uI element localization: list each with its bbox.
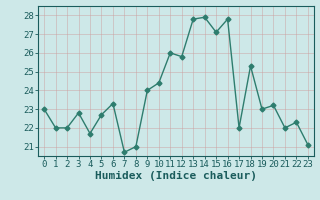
X-axis label: Humidex (Indice chaleur): Humidex (Indice chaleur)	[95, 171, 257, 181]
